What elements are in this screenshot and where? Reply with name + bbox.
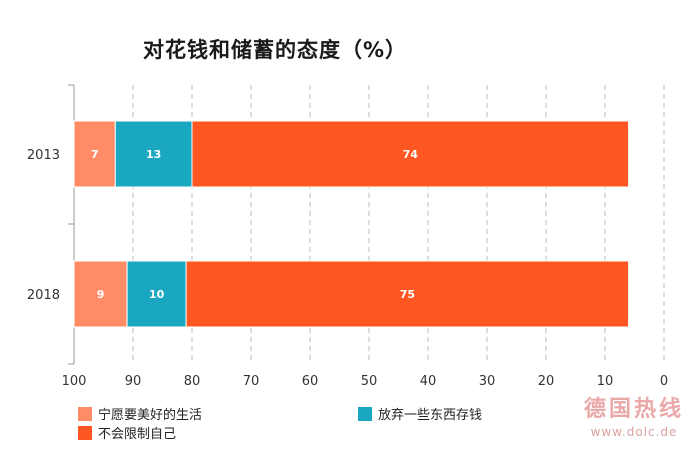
category-labels: 2013 2018 xyxy=(27,148,60,303)
data-labels: 7 13 74 9 10 75 xyxy=(91,148,418,301)
data-label: 10 xyxy=(149,288,165,301)
x-tick-label: 50 xyxy=(361,374,378,389)
legend-item-save-money: 放弃一些东西存钱 xyxy=(358,404,482,423)
data-label: 9 xyxy=(97,288,105,301)
bar-segment xyxy=(73,260,128,328)
legend-swatch-no-limit xyxy=(78,425,92,440)
legend-item-good-life: 宁愿要美好的生活 xyxy=(78,404,202,423)
data-label: 7 xyxy=(91,148,99,161)
x-tick-label: 100 xyxy=(62,374,87,389)
bar-segment xyxy=(114,120,193,188)
data-label: 13 xyxy=(146,148,161,161)
bar-segment xyxy=(185,260,630,328)
x-tick-label: 20 xyxy=(538,374,555,389)
x-tick-label: 70 xyxy=(243,374,260,389)
x-tick-label: 40 xyxy=(420,374,437,389)
chart-title: 对花钱和储蓄的态度（%） xyxy=(143,38,408,62)
legend-swatch-save-money xyxy=(358,406,372,421)
data-label: 74 xyxy=(403,148,419,161)
bar-segment xyxy=(73,120,116,188)
x-tick-label: 90 xyxy=(125,374,142,389)
x-tick-label: 10 xyxy=(597,374,614,389)
bar-segment xyxy=(126,260,187,328)
legend-item-no-limit: 不会限制自己 xyxy=(78,423,176,442)
x-tick-label: 80 xyxy=(184,374,201,389)
data-label: 75 xyxy=(400,288,415,301)
x-tick-label: 0 xyxy=(660,374,668,389)
legend-label-no-limit: 不会限制自己 xyxy=(98,427,177,442)
bar-segment xyxy=(191,120,630,188)
x-tick-labels: 100 90 80 70 60 50 40 30 20 10 0 xyxy=(62,374,669,389)
axes xyxy=(68,84,75,365)
legend-label-good-life: 宁愿要美好的生活 xyxy=(98,408,203,423)
x-tick-label: 60 xyxy=(302,374,319,389)
bars xyxy=(73,120,630,328)
category-label: 2013 xyxy=(27,148,60,163)
legend-label-save-money: 放弃一些东西存钱 xyxy=(378,408,483,423)
x-tick-label: 30 xyxy=(479,374,496,389)
category-label: 2018 xyxy=(27,288,60,303)
legend-swatch-good-life xyxy=(78,406,92,421)
